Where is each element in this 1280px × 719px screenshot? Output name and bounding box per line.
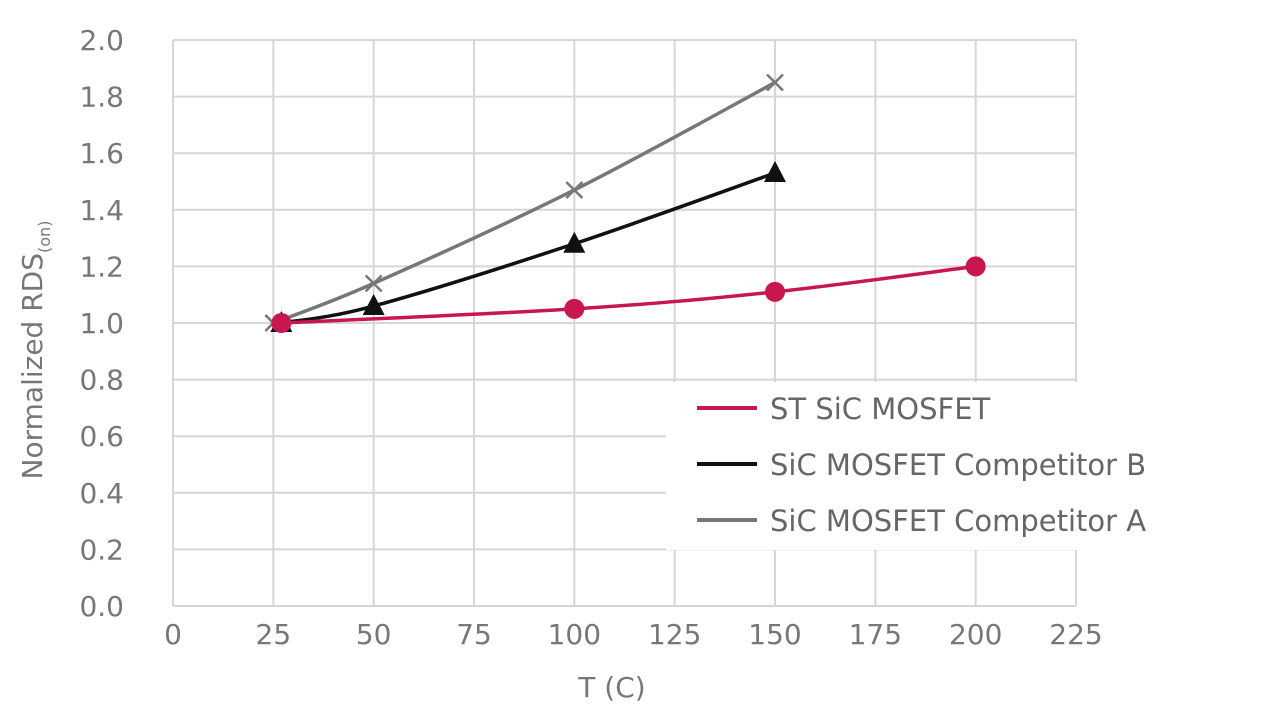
- data-point-triangle: [563, 231, 586, 253]
- series-line: [281, 171, 776, 325]
- x-tick-label: 50: [356, 618, 392, 651]
- data-point-x: [766, 73, 784, 92]
- legend-label: SiC MOSFET Competitor A: [770, 504, 1146, 538]
- y-tick-label: 0.8: [79, 364, 124, 397]
- data-point-triangle: [764, 161, 786, 183]
- y-tick-label: 1.6: [79, 137, 124, 170]
- data-point-triangle: [362, 294, 385, 316]
- y-tick-label: 1.8: [79, 81, 124, 114]
- x-tick-label: 225: [1049, 618, 1102, 651]
- series: [264, 73, 784, 332]
- series-line: [272, 80, 776, 325]
- x-tick-label: 75: [456, 618, 492, 651]
- legend-label: SiC MOSFET Competitor B: [770, 448, 1146, 482]
- y-axis-title-main: Normalized RDS: [16, 253, 49, 479]
- legend-background: [666, 382, 1226, 550]
- data-point-circle: [271, 313, 292, 333]
- x-tick-label: 200: [949, 618, 1002, 651]
- series: [270, 161, 786, 332]
- x-tick-label: 0: [164, 618, 182, 651]
- x-axis-title: T (C): [577, 671, 645, 704]
- legend-label: ST SiC MOSFET: [770, 392, 991, 426]
- y-tick-label: 1.2: [79, 250, 124, 283]
- y-tick-label: 1.0: [79, 307, 124, 340]
- y-tick-label: 2.0: [79, 24, 124, 57]
- data-point-circle: [564, 298, 585, 319]
- y-tick-label: 1.4: [79, 194, 124, 227]
- y-tick-label: 0.0: [79, 590, 124, 623]
- x-tick-label: 175: [849, 618, 902, 651]
- y-axis-title-subscript: (on): [35, 221, 54, 253]
- x-tick-label: 100: [548, 618, 601, 651]
- x-tick-label: 25: [256, 618, 292, 651]
- y-tick-label: 0.6: [79, 420, 124, 453]
- y-axis-title: Normalized RDS(on): [16, 221, 54, 480]
- x-tick-label: 150: [748, 618, 801, 651]
- tick-labels: 0 25 50 75 100 125 150 175 200 225 0.0 0.2 0.4 0.6 0.8…: [79, 24, 1102, 651]
- data-point-circle: [965, 256, 986, 277]
- data-point-circle: [765, 281, 785, 302]
- legend: ST SiC MOSFET SiC MOSFET Competitor B SiC …: [666, 382, 1226, 550]
- x-tick-label: 125: [648, 618, 701, 651]
- series: [271, 256, 986, 333]
- y-tick-label: 0.2: [79, 533, 124, 566]
- series-group: [264, 73, 986, 333]
- y-tick-label: 0.4: [79, 477, 124, 510]
- data-point-x: [364, 274, 383, 293]
- series-line: [281, 264, 976, 325]
- data-point-x: [565, 181, 584, 199]
